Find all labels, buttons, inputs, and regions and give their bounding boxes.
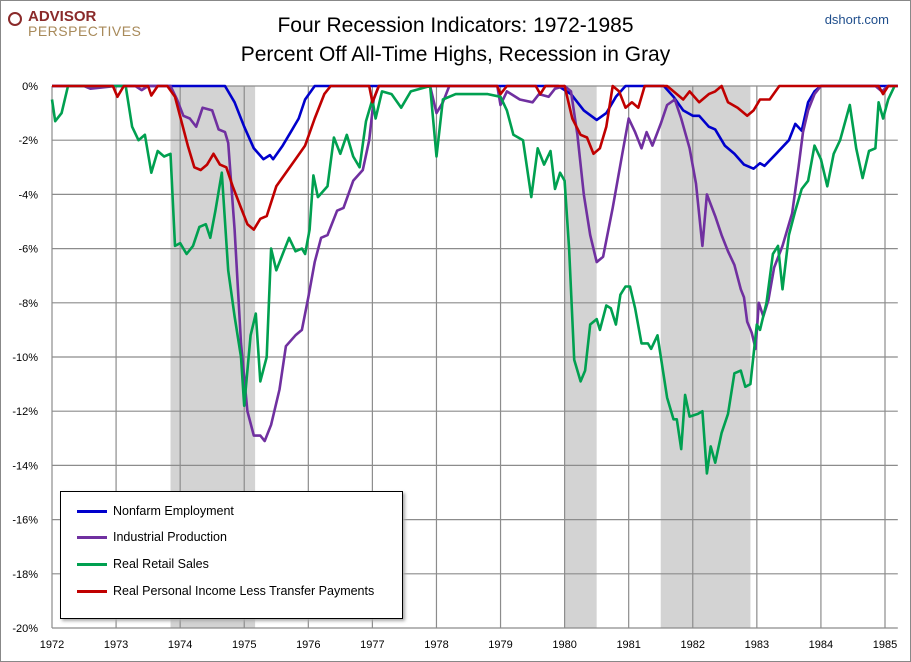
legend-item-income: Real Personal Income Less Transfer Payme… <box>77 584 374 598</box>
y-tick-label: -14% <box>12 460 38 472</box>
y-tick-label: -6% <box>18 244 38 256</box>
legend-item-nonfarm: Nonfarm Employment <box>77 504 234 518</box>
y-tick-label: 0% <box>22 81 38 93</box>
logo-line2: PERSPECTIVES <box>28 23 142 39</box>
legend: Nonfarm Employment Industrial Production… <box>60 491 403 619</box>
logo-line1: ADVISOR <box>28 8 97 25</box>
x-tick-label: 1979 <box>488 639 512 651</box>
legend-label: Real Retail Sales <box>113 557 209 571</box>
x-tick-label: 1983 <box>745 639 769 651</box>
x-tick-label: 1985 <box>873 639 897 651</box>
legend-swatch <box>77 589 107 593</box>
y-tick-label: -20% <box>12 623 38 635</box>
x-tick-label: 1974 <box>168 639 192 651</box>
legend-label: Nonfarm Employment <box>113 504 234 518</box>
series-line-2 <box>50 84 896 475</box>
y-tick-label: -10% <box>12 352 38 364</box>
x-tick-label: 1981 <box>616 639 640 651</box>
x-tick-label: 1978 <box>424 639 448 651</box>
source-label: dshort.com <box>824 12 889 27</box>
legend-swatch <box>77 509 107 513</box>
y-tick-label: -2% <box>18 135 38 147</box>
y-tick-label: -8% <box>18 298 38 310</box>
y-tick-label: -12% <box>12 406 38 418</box>
advisor-perspectives-logo: ADVISOR PERSPECTIVES <box>8 8 142 39</box>
x-tick-label: 1984 <box>809 639 833 651</box>
y-tick-label: -18% <box>12 569 38 581</box>
y-tick-label: -4% <box>18 189 38 201</box>
x-tick-label: 1982 <box>681 639 705 651</box>
x-tick-label: 1972 <box>40 639 64 651</box>
y-tick-label: -16% <box>12 515 38 527</box>
legend-swatch <box>77 562 107 566</box>
series-line-3 <box>52 84 898 231</box>
x-tick-label: 1980 <box>552 639 576 651</box>
x-tick-label: 1975 <box>232 639 256 651</box>
legend-item-retail: Real Retail Sales <box>77 557 209 571</box>
x-tick-label: 1977 <box>360 639 384 651</box>
legend-label: Real Personal Income Less Transfer Payme… <box>113 584 375 598</box>
legend-item-industrial: Industrial Production <box>77 530 227 544</box>
x-tick-label: 1976 <box>296 639 320 651</box>
legend-label: Industrial Production <box>113 530 227 544</box>
compass-icon <box>8 12 22 26</box>
legend-swatch <box>77 535 107 539</box>
chart-title: Four Recession Indicators: 1972-1985 <box>277 14 634 37</box>
chart-subtitle: Percent Off All-Time Highs, Recession in… <box>240 43 671 66</box>
x-tick-label: 1973 <box>104 639 128 651</box>
